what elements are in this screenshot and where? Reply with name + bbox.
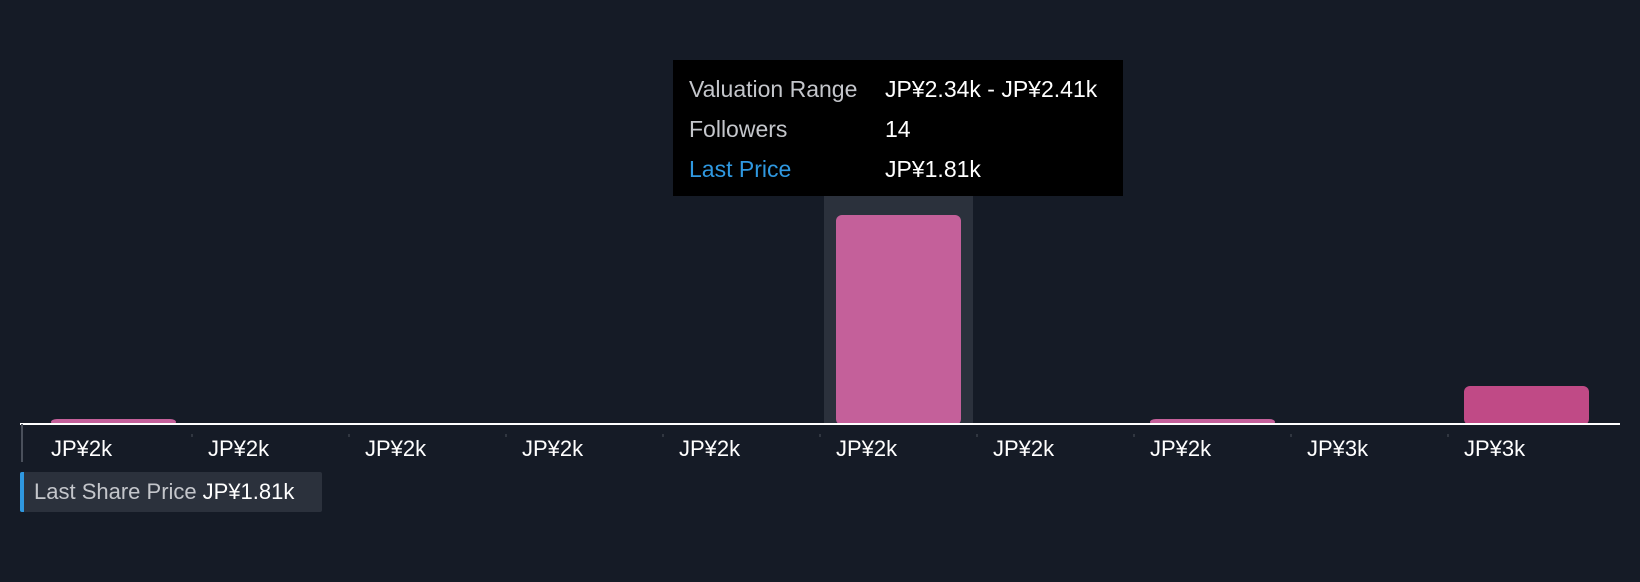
x-tick-label: JP¥2k: [679, 436, 741, 461]
tick-marks-layer: [191, 434, 1449, 437]
x-tick-label: JP¥2k: [993, 436, 1055, 461]
tooltip-row-last-price: Last Price JP¥1.81k: [689, 149, 1107, 189]
bars-layer: [51, 215, 1589, 425]
tooltip-row-valuation-range: Valuation Range JP¥2.34k - JP¥2.41k: [689, 69, 1107, 109]
chart-tooltip: Valuation Range JP¥2.34k - JP¥2.41k Foll…: [673, 60, 1123, 196]
x-tick-label: JP¥2k: [1150, 436, 1212, 461]
x-tick-label: JP¥2k: [208, 436, 270, 461]
x-tick-label: JP¥2k: [365, 436, 427, 461]
tooltip-value-valuation-range: JP¥2.34k - JP¥2.41k: [885, 75, 1098, 102]
x-tick-label: JP¥3k: [1307, 436, 1369, 461]
tooltip-value-last-price: JP¥1.81k: [885, 155, 981, 182]
bar: [836, 215, 961, 425]
x-tick-label: JP¥3k: [1464, 436, 1526, 461]
last-share-price-label: Last Share Price: [34, 479, 197, 504]
tooltip-label-followers: Followers: [689, 115, 788, 142]
x-tick-labels-layer: JP¥2k JP¥2k JP¥2k JP¥2k JP¥2k JP¥2k JP¥2k JP¥2k…: [51, 436, 1526, 461]
tooltip-value-followers: 14: [885, 115, 911, 142]
x-tick-label: JP¥2k: [51, 436, 113, 461]
x-tick-label: JP¥2k: [836, 436, 898, 461]
tooltip-label-last-price: Last Price: [689, 155, 792, 182]
last-share-price-badge: Last Share Price JP¥1.81k: [20, 472, 322, 512]
bar: [1464, 386, 1589, 425]
last-share-price-value: JP¥1.81k: [202, 479, 295, 504]
x-tick-label: JP¥2k: [522, 436, 584, 461]
tooltip-label-valuation-range: Valuation Range: [689, 75, 858, 102]
tooltip-row-followers: Followers 14: [689, 109, 1107, 149]
